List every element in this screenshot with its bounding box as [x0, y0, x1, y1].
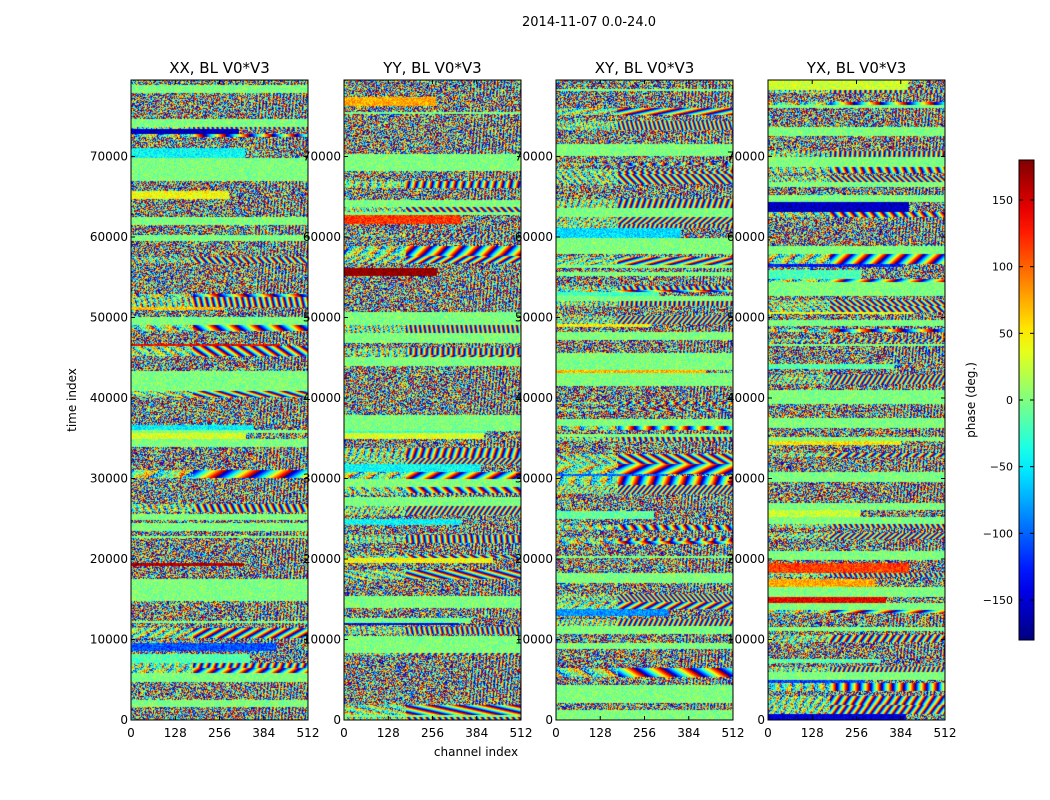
panel-xx-frame — [130, 79, 309, 721]
panel-yy-xtick-label: 512 — [510, 726, 533, 740]
panel-yx-frame — [767, 79, 946, 721]
panel-yy-ytick-label: 30000 — [303, 471, 341, 485]
panel-yx-title: YX, BL V0*V3 — [806, 59, 907, 77]
panel-xy: XY, BL V0*V3 0 128 256 384 512 0 10000 20000 3000… — [515, 59, 745, 740]
panel-xy-ytick-label: 70000 — [515, 149, 553, 163]
panel-yy-title: YY, BL V0*V3 — [382, 59, 481, 77]
panel-xy-title: XY, BL V0*V3 — [595, 59, 695, 77]
panel-yy-ytick-label: 60000 — [303, 230, 341, 244]
panel-xx-xtick-label: 384 — [252, 726, 275, 740]
panel-xy-xtick-label: 256 — [633, 726, 656, 740]
panel-xx-xtick-label: 512 — [297, 726, 320, 740]
panel-yy-xtick-label: 0 — [340, 726, 348, 740]
panel-xx-ytick-label: 60000 — [90, 230, 128, 244]
colorbar-tick-label: −50 — [990, 461, 1013, 474]
panels-layer: XX, BL V0*V3 0 128 256 384 512 0 10000 20000 3000… — [90, 59, 957, 740]
panel-xx-ytick-label: 30000 — [90, 471, 128, 485]
panel-xy-xtick-label: 512 — [722, 726, 745, 740]
panel-yy-frame — [343, 79, 522, 721]
panel-xx-title: XX, BL V0*V3 — [169, 59, 270, 77]
panel-yx-ytick-label: 40000 — [727, 391, 765, 405]
panel-yx-ytick-label: 10000 — [727, 632, 765, 646]
panel-xx-ytick-label: 10000 — [90, 632, 128, 646]
panel-xx-xtick-label: 0 — [127, 726, 135, 740]
colorbar-tick-label: −150 — [983, 594, 1013, 607]
panel-xy-frame — [555, 79, 734, 721]
panel-xx-ytick-label: 50000 — [90, 310, 128, 324]
figure-title: 2014-11-07 0.0-24.0 — [522, 15, 656, 30]
panel-yx: YX, BL V0*V3 0 128 256 384 512 0 10000 20000 3000… — [727, 59, 957, 740]
panel-xx-xtick-label: 128 — [164, 726, 187, 740]
colorbar-tick-label: 50 — [999, 327, 1013, 340]
panel-yx-xtick-label: 0 — [764, 726, 772, 740]
panel-xx-ytick-label: 20000 — [90, 552, 128, 566]
panel-xy-xtick-label: 0 — [552, 726, 560, 740]
panel-yy-ytick-label: 70000 — [303, 149, 341, 163]
panel-yy-ytick-label: 10000 — [303, 632, 341, 646]
panel-yy-ytick-label: 40000 — [303, 391, 341, 405]
colorbar-tick-label: 0 — [1006, 394, 1013, 407]
panel-xx-image — [131, 80, 308, 720]
panel-xy-ytick-label: 30000 — [515, 471, 553, 485]
panel-yy-ytick-label: 50000 — [303, 310, 341, 324]
panel-xy-ytick-label: 20000 — [515, 552, 553, 566]
panel-xy-image — [556, 80, 733, 720]
panel-yx-xtick-label: 512 — [934, 726, 957, 740]
colorbar-tick-label: −100 — [983, 527, 1013, 540]
panel-yx-ytick-label: 0 — [757, 713, 765, 727]
panel-yx-ytick-label: 70000 — [727, 149, 765, 163]
panel-xx-ytick-label: 70000 — [90, 149, 128, 163]
panel-xx-ytick-label: 0 — [120, 713, 128, 727]
colorbar-tick-label: 100 — [992, 261, 1013, 274]
panel-yx-ytick-label: 20000 — [727, 552, 765, 566]
panel-yx-xtick-label: 256 — [845, 726, 868, 740]
panel-yy-ytick-label: 20000 — [303, 552, 341, 566]
panel-yy-xtick-label: 256 — [421, 726, 444, 740]
panel-yx-xtick-label: 128 — [801, 726, 824, 740]
panel-yx-xtick-label: 384 — [889, 726, 912, 740]
panel-xy-xtick-label: 128 — [589, 726, 612, 740]
x-axis-label: channel index — [434, 745, 518, 759]
panel-yy-image — [344, 80, 521, 720]
panel-yx-image — [768, 80, 945, 720]
panel-xx-xtick-label: 256 — [208, 726, 231, 740]
panel-xx: XX, BL V0*V3 0 128 256 384 512 0 10000 20000 3000… — [90, 59, 320, 740]
panel-yy-xtick-label: 384 — [465, 726, 488, 740]
colorbar-tick-label: 150 — [992, 194, 1013, 207]
colorbar-label: phase (deg.) — [964, 362, 978, 438]
panel-yx-ytick-label: 30000 — [727, 471, 765, 485]
panel-yy-xtick-label: 128 — [377, 726, 400, 740]
panel-xy-ytick-label: 50000 — [515, 310, 553, 324]
panel-xy-ytick-label: 40000 — [515, 391, 553, 405]
colorbar: −150 −100 −50 0 50 100 150 — [983, 159, 1035, 641]
panel-yx-ytick-label: 60000 — [727, 230, 765, 244]
panel-xy-ytick-label: 60000 — [515, 230, 553, 244]
panel-xx-ytick-label: 40000 — [90, 391, 128, 405]
panel-yx-ytick-label: 50000 — [727, 310, 765, 324]
panel-yy: YY, BL V0*V3 0 128 256 384 512 0 10000 20000 3000… — [303, 59, 533, 740]
panel-yy-ytick-label: 0 — [333, 713, 341, 727]
panel-xy-ytick-label: 10000 — [515, 632, 553, 646]
y-axis-label: time index — [65, 368, 79, 432]
panel-xy-ytick-label: 0 — [545, 713, 553, 727]
panel-xy-xtick-label: 384 — [677, 726, 700, 740]
